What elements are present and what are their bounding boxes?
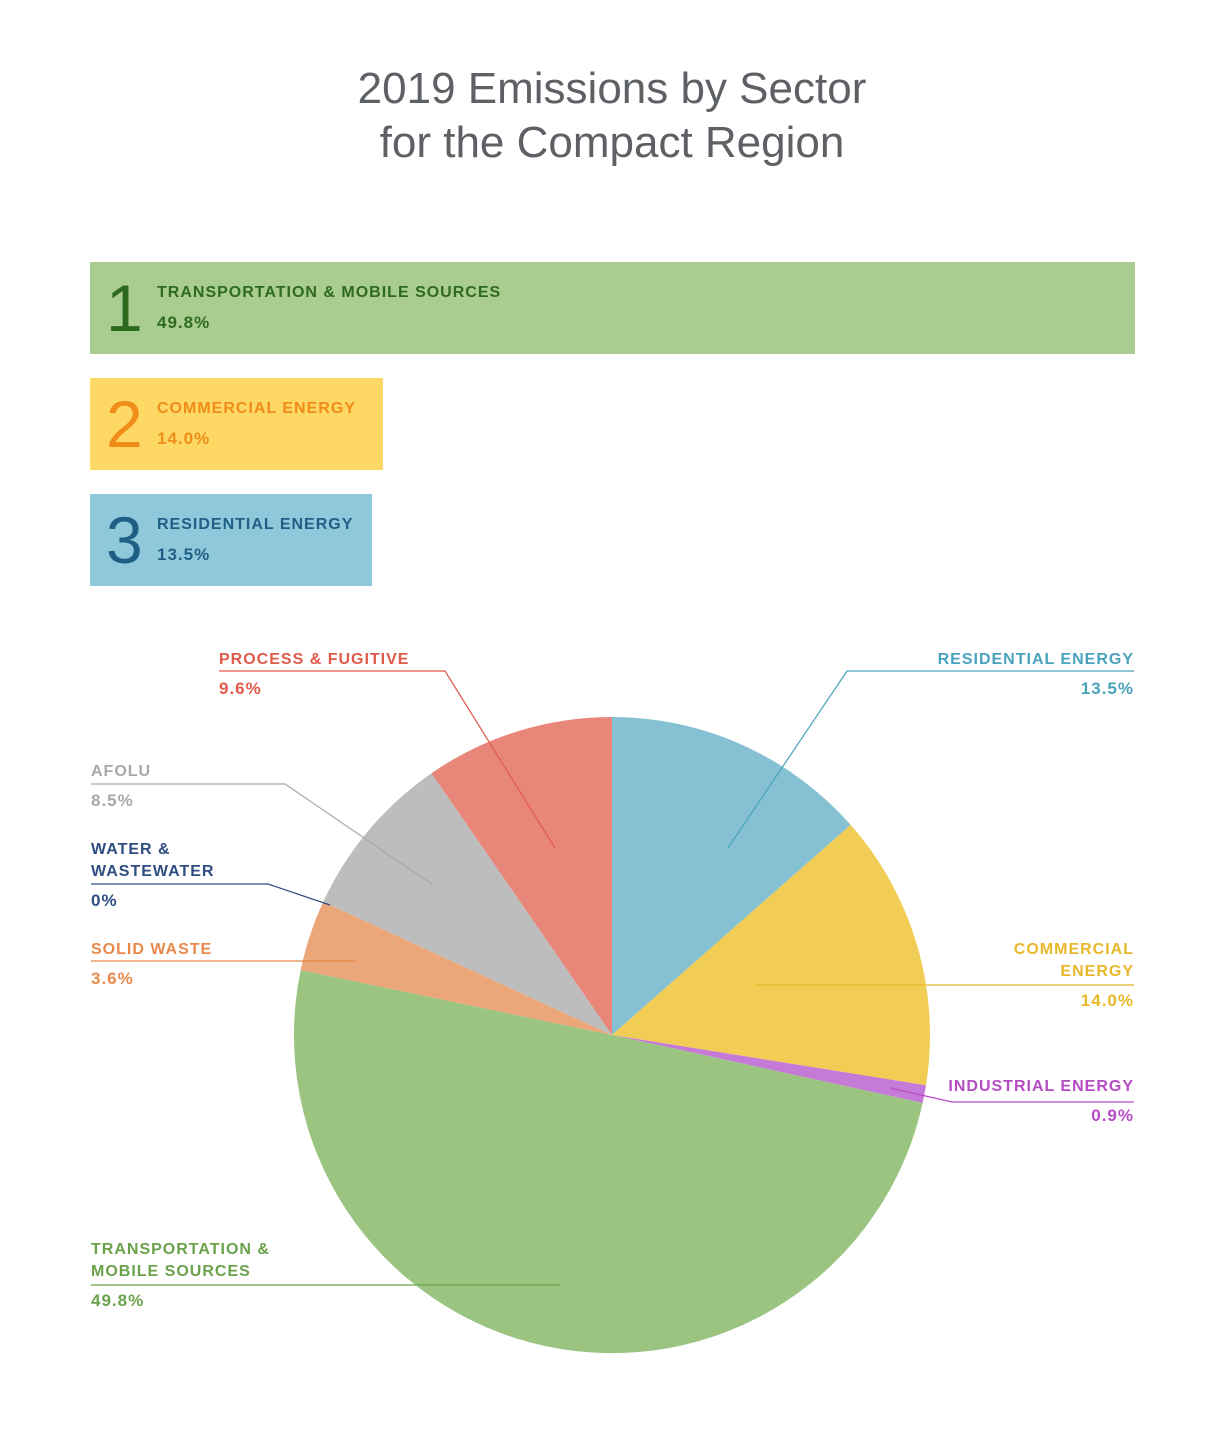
chart-title-line-2: for the Compact Region <box>379 118 845 167</box>
rank-sector-value: 14.0% <box>157 429 211 448</box>
pie-slice-2 <box>612 1035 926 1103</box>
slice-value-label-0: 13.5% <box>1081 679 1134 698</box>
rank-sector-value: 13.5% <box>157 545 211 564</box>
pie-slice-0 <box>612 717 851 1035</box>
chart-title-line-1: 2019 Emissions by Sector <box>357 64 867 113</box>
slice-label-7: PROCESS & FUGITIVE <box>219 651 409 668</box>
slice-value-label-4: 3.6% <box>91 969 134 988</box>
slice-label-4: SOLID WASTE <box>91 941 212 958</box>
chart-title: 2019 Emissions by Sector for the Compact… <box>0 62 1224 170</box>
rank-sector-name: TRANSPORTATION & MOBILE SOURCES <box>157 284 502 301</box>
leader-line-0 <box>727 670 1134 849</box>
leader-line-2 <box>889 1087 1134 1103</box>
pie-slice-7 <box>431 717 612 1035</box>
slice-label-1: ENERGY <box>1060 963 1134 980</box>
slice-value-label-7: 9.6% <box>219 679 262 698</box>
slice-value-label-3: 49.8% <box>91 1291 144 1310</box>
top-sector-bar-3: 3 RESIDENTIAL ENERGY 13.5% <box>90 494 372 586</box>
top-sector-bar-1: 1 TRANSPORTATION & MOBILE SOURCES 49.8% <box>90 262 1135 354</box>
pie-slice-1 <box>612 824 931 1086</box>
pie-slice-6 <box>323 773 612 1035</box>
rank-sector-value: 49.8% <box>157 313 211 332</box>
slice-label-6: AFOLU <box>91 763 151 780</box>
top-sector-bar-2: 2 COMMERCIAL ENERGY 14.0% <box>90 378 383 470</box>
slice-label-0: RESIDENTIAL ENERGY <box>938 651 1134 668</box>
slice-label-5: WASTEWATER <box>91 863 214 880</box>
leader-line-7 <box>219 670 556 849</box>
rank-number: 2 <box>106 387 143 461</box>
rank-sector-name: COMMERCIAL ENERGY <box>157 400 356 417</box>
slice-value-label-6: 8.5% <box>91 791 134 810</box>
slice-label-2: INDUSTRIAL ENERGY <box>948 1078 1134 1095</box>
slice-label-3: TRANSPORTATION & <box>91 1241 270 1258</box>
rank-number: 1 <box>106 271 143 345</box>
slice-label-5: WATER & <box>91 841 171 858</box>
pie-slice-4 <box>300 901 612 1035</box>
leader-line-6 <box>91 783 434 886</box>
rank-sector-name: RESIDENTIAL ENERGY <box>157 516 354 533</box>
slice-value-label-5: 0% <box>91 891 118 910</box>
slice-label-1: COMMERCIAL <box>1014 941 1134 958</box>
pie-slice-3 <box>293 969 923 1354</box>
slice-value-label-1: 14.0% <box>1081 991 1134 1010</box>
rank-number: 3 <box>106 503 143 577</box>
leader-line-5 <box>91 883 331 906</box>
slice-label-3: MOBILE SOURCES <box>91 1263 251 1280</box>
slice-value-label-2: 0.9% <box>1091 1106 1134 1125</box>
